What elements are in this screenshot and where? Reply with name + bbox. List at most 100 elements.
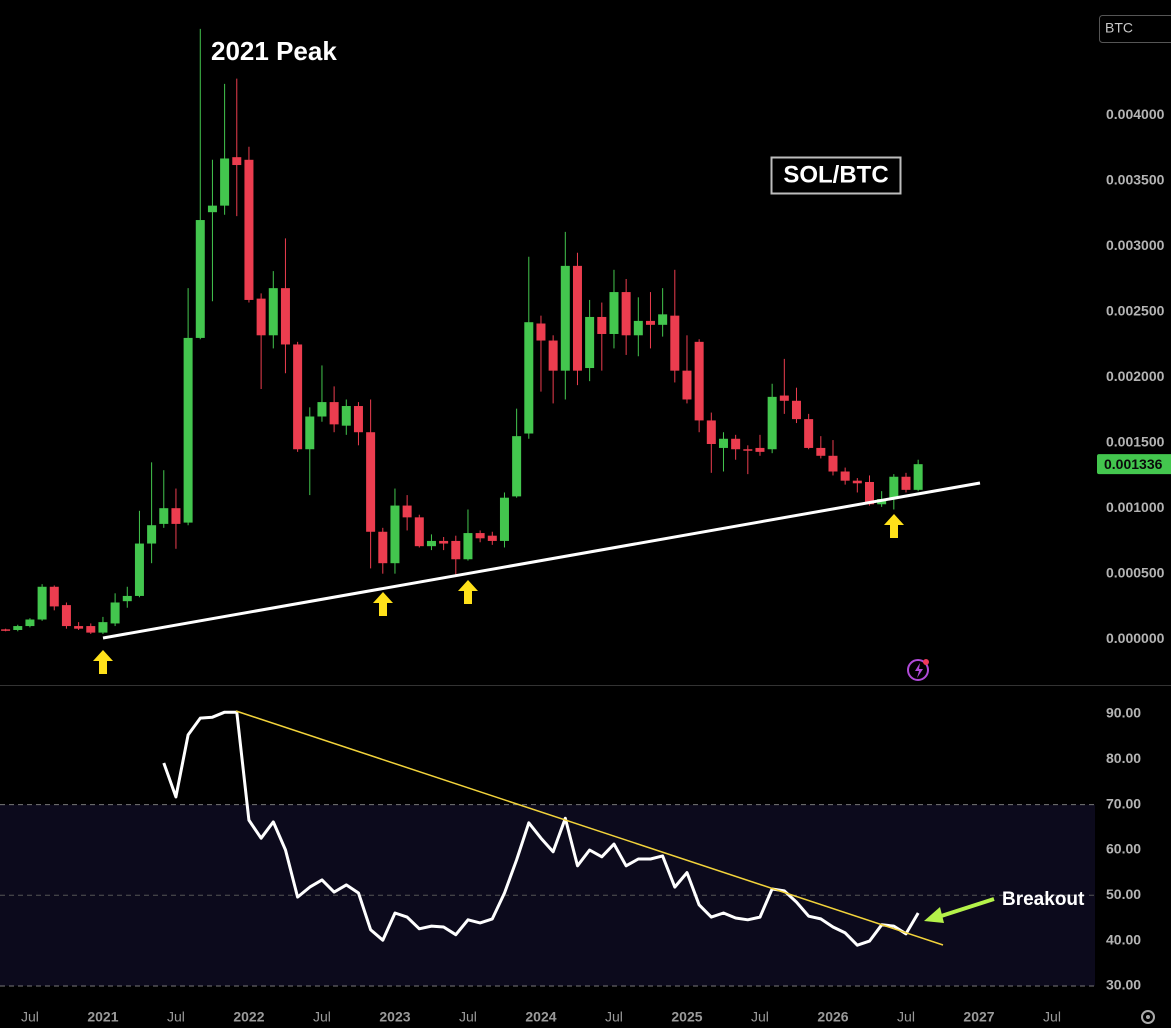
x-tick-label: Jul [167,1009,185,1025]
rsi-line [162,710,920,947]
y-tick-label: 90.00 [1106,705,1141,721]
rsi-band-layer [0,804,1095,987]
candle-body [402,505,412,518]
y-tick-label: 40.00 [1106,931,1141,947]
x-tick-label: 2026 [817,1009,848,1025]
y-tick-label: 70.00 [1106,795,1141,811]
breakout-annotation: Breakout [1002,889,1085,910]
candle-body [840,471,850,481]
candle-body [171,508,181,524]
y-tick-label: 0.001000 [1106,499,1165,515]
x-tick-label: Jul [1043,1009,1061,1025]
up-arrow [373,592,393,616]
candle-body [560,265,570,371]
candle-body [256,298,266,336]
candle-body [864,481,874,505]
y-tick-label: 0.004000 [1106,106,1165,122]
candle-body [463,533,473,560]
settings-icon[interactable] [1141,1010,1155,1024]
candle-body [536,323,546,341]
arrow-shaft [934,897,995,920]
candle-body [317,402,327,417]
up-arrow [458,580,478,604]
candle-body [597,316,607,334]
x-tick-label: Jul [459,1009,477,1025]
symbol: BTC [1105,20,1133,36]
y-tick-label: 0.002500 [1106,302,1165,318]
candle-body [195,220,205,338]
candle-body [816,447,826,456]
candle-body [280,288,290,345]
candle-body [86,626,96,633]
candle-body [475,533,485,539]
candle-body [244,159,254,300]
candle-body [37,586,47,620]
candle-body [147,525,157,544]
y-tick-label: 0.002000 [1106,368,1165,384]
candle-body [305,416,315,450]
candle-body [61,605,71,627]
candle-body [585,316,595,369]
candle-body [913,464,923,490]
candle-body [743,449,753,451]
x-tick-label: 2021 [87,1009,118,1025]
candle-body [378,531,388,564]
candle-body [609,292,619,334]
x-tick-label: 2025 [671,1009,702,1025]
candle-body [232,157,242,166]
chart-title: SOL/BTC [783,161,888,188]
up-arrow [884,514,904,538]
candle-body [512,436,522,497]
candle-body [828,455,838,472]
candle-body [791,400,801,420]
candle-body [767,396,777,450]
candle-body [682,370,692,400]
candle-body [633,320,643,336]
candle-body [439,540,449,544]
peak-annotation: 2021 Peak [211,36,337,66]
candle-body [220,158,230,206]
candle-body [341,406,351,426]
arrow-head [924,907,944,923]
icon-badge [923,659,929,665]
y-tick-label: 0.000500 [1106,564,1165,580]
candle-body [670,315,680,371]
candle-body [329,402,339,425]
gear-hub [1146,1015,1150,1019]
candle-body [889,476,899,498]
y-tick-label: 0.003000 [1106,237,1165,253]
candle-body [110,602,120,624]
candle-body [49,586,59,607]
candle-body [268,288,278,336]
indicator-icon[interactable] [907,659,929,681]
candle-body [426,540,436,547]
candle-body [572,265,582,371]
y-tick-label: 0.001500 [1106,433,1165,449]
x-tick-label: 2027 [963,1009,994,1025]
last-price-label: 0.001336 [1104,456,1163,472]
y-tick-label: 80.00 [1106,750,1141,766]
candle-body [1,629,11,631]
candle-body [658,314,668,325]
candle-body [207,205,217,213]
candle-body [74,626,84,629]
rsi-trendline [235,710,944,946]
candle-body [779,395,789,401]
candle-body [524,322,534,434]
arrows [93,514,904,674]
support-trendline [102,481,981,640]
symbol-box[interactable] [1099,15,1171,43]
candle-body [25,619,35,627]
candle-body [804,419,814,448]
candle-body [134,543,144,596]
candle-body [548,340,558,371]
candle-body [755,447,765,452]
candle-body [852,480,862,484]
candle-body [183,337,193,523]
candle-body [706,420,716,445]
x-tick-label: Jul [897,1009,915,1025]
marks-layer: 0.000000 0.000500 0.001000 0.001500 0.002000… [1,28,1171,1025]
x-tick-label: Jul [605,1009,623,1025]
y-tick-label: 0.000000 [1106,630,1165,646]
